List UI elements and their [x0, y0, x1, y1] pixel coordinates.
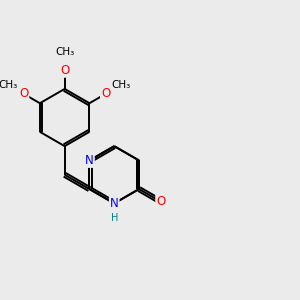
Text: N: N — [110, 197, 118, 210]
Text: O: O — [19, 87, 28, 101]
Text: O: O — [156, 195, 166, 208]
Text: O: O — [101, 87, 110, 101]
Text: O: O — [60, 64, 69, 77]
Text: CH₃: CH₃ — [55, 47, 74, 57]
Text: H: H — [110, 213, 118, 223]
Text: CH₃: CH₃ — [0, 80, 18, 90]
Text: CH₃: CH₃ — [112, 80, 131, 90]
Text: N: N — [85, 154, 94, 167]
